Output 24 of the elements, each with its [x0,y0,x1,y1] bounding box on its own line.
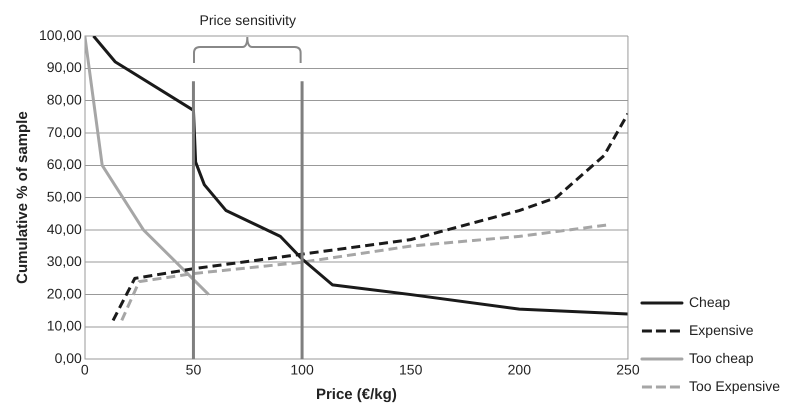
y-tick-label: 100,00 [38,26,82,43]
legend-label: Too Expensive [688,378,780,394]
y-tick-label: 40,00 [46,220,82,237]
legend-label: Cheap [688,294,730,310]
y-tick-label: 90,00 [46,59,82,76]
x-tick-label: 100 [290,361,314,378]
y-tick-label: 60,00 [46,156,82,172]
x-tick-label: 150 [399,361,423,378]
text: Price sensitivity [200,12,296,28]
x-axis-title: Price (€/kg) [316,386,397,404]
x-tick-label: 200 [508,361,532,378]
y-tick-label: 50,00 [46,188,82,204]
x-tick-label: 50 [186,361,202,378]
y-tick-label: 80,00 [46,92,82,108]
y-tick-label: 20,00 [46,285,82,302]
y-axis-title: Cumulative % of sample [14,111,32,284]
y-tick-label: 0,00 [54,350,82,366]
y-tick-label: 70,00 [46,124,82,140]
x-tick-label: 250 [616,361,640,378]
y-tick-label: 10,00 [46,318,82,334]
legend-label: Expensive [688,322,754,338]
x-tick-label: 0 [80,361,89,378]
y-tick-label: 30,00 [46,253,82,270]
legend-label: Too cheap [688,350,754,366]
